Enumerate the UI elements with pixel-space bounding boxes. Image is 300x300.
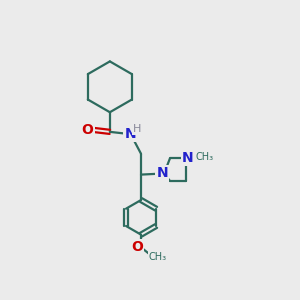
Text: H: H <box>133 124 141 134</box>
Text: N: N <box>157 167 168 180</box>
Text: O: O <box>131 240 143 254</box>
Text: CH₃: CH₃ <box>196 152 214 162</box>
Text: CH₃: CH₃ <box>148 252 167 262</box>
Text: O: O <box>82 123 93 136</box>
Text: N: N <box>124 127 136 141</box>
Text: N: N <box>182 151 194 164</box>
